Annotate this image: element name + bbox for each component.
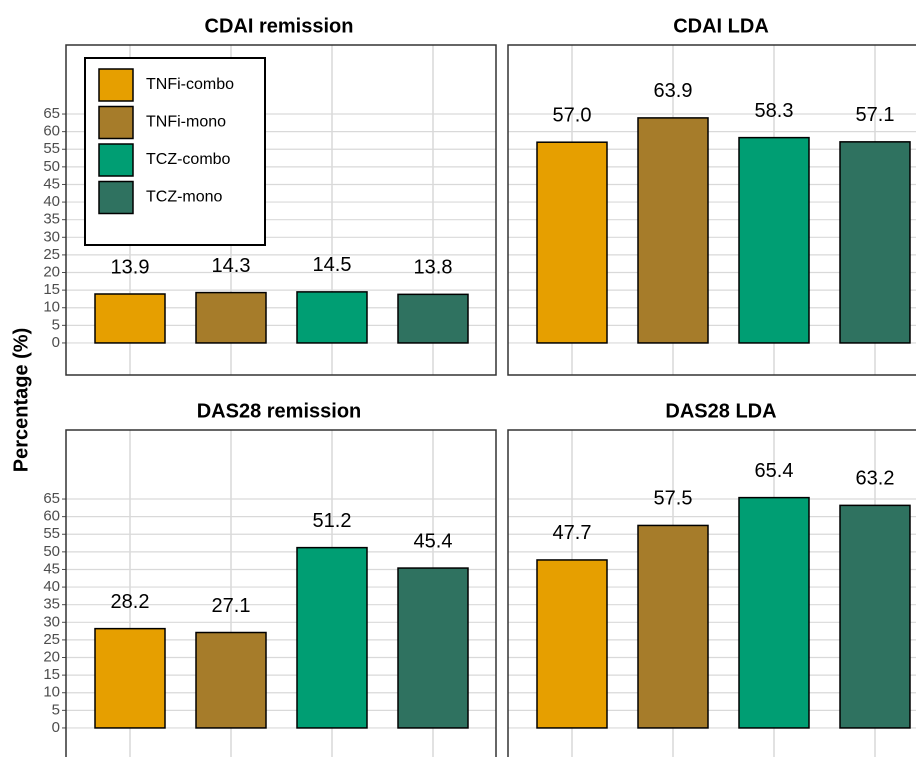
panel-title: DAS28 LDA [665, 400, 776, 422]
bar [536, 559, 608, 729]
bar [94, 627, 166, 729]
y-tick-label: 45 [43, 175, 60, 192]
y-tick-label: 40 [43, 193, 60, 210]
y-tick-label: 55 [43, 140, 60, 157]
y-tick-label: 65 [43, 105, 60, 122]
value-label: 28.2 [111, 591, 150, 613]
value-label: 13.9 [111, 256, 150, 278]
panel: DAS28 LDA 47.7 57.5 65.4 63.2 [507, 400, 916, 757]
y-tick-label: 5 [52, 316, 60, 333]
y-tick-label: 20 [43, 263, 60, 280]
legend-label: TCZ-mono [146, 189, 223, 206]
y-tick-label: 30 [43, 613, 60, 630]
legend-key [98, 105, 134, 140]
y-tick-label: 0 [52, 334, 60, 351]
y-tick-label: 10 [43, 684, 60, 701]
bar [296, 546, 368, 729]
bar [738, 136, 810, 344]
bar [637, 524, 709, 729]
legend-label: TNFi-combo [146, 76, 234, 93]
panel-border [507, 44, 916, 376]
value-label: 57.0 [553, 104, 592, 126]
value-label: 45.4 [414, 530, 453, 552]
bar [397, 293, 469, 344]
bar [637, 117, 709, 344]
legend-key [98, 68, 134, 102]
value-label: 14.3 [212, 255, 251, 277]
value-label: 63.2 [856, 468, 895, 490]
value-label: 57.5 [654, 488, 693, 510]
panel-border [65, 429, 497, 757]
value-label: 63.9 [654, 80, 693, 102]
y-axis-label: Percentage (%) [10, 328, 32, 473]
y-tick-label: 20 [43, 648, 60, 665]
value-label: 58.3 [755, 100, 794, 122]
y-tick-label: 60 [43, 123, 60, 140]
bar [839, 141, 911, 344]
y-tick-label: 50 [43, 543, 60, 560]
legend-label: TNFi-mono [146, 114, 226, 131]
bar [738, 496, 810, 729]
y-tick-label: 40 [43, 578, 60, 595]
y-tick-label: 35 [43, 596, 60, 613]
y-tick-label: 30 [43, 228, 60, 245]
legend-key [98, 180, 134, 215]
y-tick-label: 10 [43, 299, 60, 316]
y-tick-label: 35 [43, 211, 60, 228]
y-tick-label: 45 [43, 560, 60, 577]
bar [839, 504, 911, 729]
value-label: 13.8 [414, 257, 453, 279]
y-tick-label: 65 [43, 490, 60, 507]
legend-key [98, 143, 134, 177]
value-label: 65.4 [755, 460, 794, 482]
panel-title: CDAI LDA [673, 15, 769, 37]
y-tick-label: 15 [43, 666, 60, 683]
bar [296, 291, 368, 344]
y-tick-label: 55 [43, 525, 60, 542]
legend-label: TCZ-combo [146, 151, 231, 168]
panel: DAS28 remission 0510152025303540455055606… [43, 400, 497, 757]
panel: CDAI remission 05101520253035404550556065… [43, 15, 497, 376]
panel: CDAI LDA 57.0 63.9 58.3 57.1 [507, 15, 916, 376]
y-tick-label: 5 [52, 701, 60, 718]
panel-title: CDAI remission [205, 15, 354, 37]
bar [94, 293, 166, 344]
value-label: 57.1 [856, 104, 895, 126]
y-tick-label: 25 [43, 246, 60, 263]
bar [195, 291, 267, 344]
bar [536, 141, 608, 344]
y-tick-label: 60 [43, 508, 60, 525]
panel-border [65, 44, 497, 376]
y-tick-label: 15 [43, 281, 60, 298]
y-tick-label: 0 [52, 719, 60, 736]
panel-border [507, 429, 916, 757]
panel-title: DAS28 remission [197, 400, 362, 422]
y-tick-label: 25 [43, 631, 60, 648]
value-label: 47.7 [553, 522, 592, 544]
bar [397, 567, 469, 729]
y-tick-label: 50 [43, 158, 60, 175]
bar [195, 631, 267, 729]
value-label: 51.2 [313, 510, 352, 532]
value-label: 14.5 [313, 254, 352, 276]
value-label: 27.1 [212, 595, 251, 617]
